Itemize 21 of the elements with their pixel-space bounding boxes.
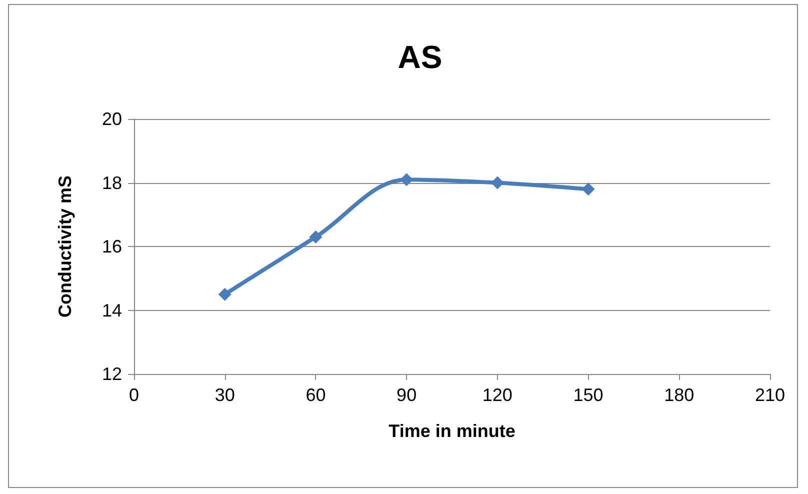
x-tick-label: 150 — [573, 385, 604, 405]
x-tick-label: 120 — [482, 385, 512, 405]
point — [582, 182, 595, 196]
y-tick-label: 18 — [102, 172, 122, 193]
x-tick-label: 90 — [396, 385, 417, 405]
x-tick-label: 30 — [214, 385, 235, 405]
y-tick-label: 14 — [102, 300, 122, 320]
x-axis-title: Time in minute — [388, 421, 516, 441]
point — [218, 288, 232, 301]
point — [400, 173, 414, 186]
x-tick-label: 210 — [754, 385, 786, 405]
chart-title: AS — [398, 39, 442, 75]
point — [309, 230, 322, 244]
x-tick-label: 180 — [664, 385, 694, 405]
x-tick-label: 60 — [306, 385, 326, 405]
y-tick-label: 12 — [102, 364, 122, 384]
y-tick-label: 16 — [102, 236, 122, 256]
x-tick-label: 0 — [128, 385, 140, 405]
y-axis-title: Conductivity mS — [55, 175, 75, 318]
point — [490, 176, 504, 190]
y-tick-label: 20 — [102, 109, 122, 129]
